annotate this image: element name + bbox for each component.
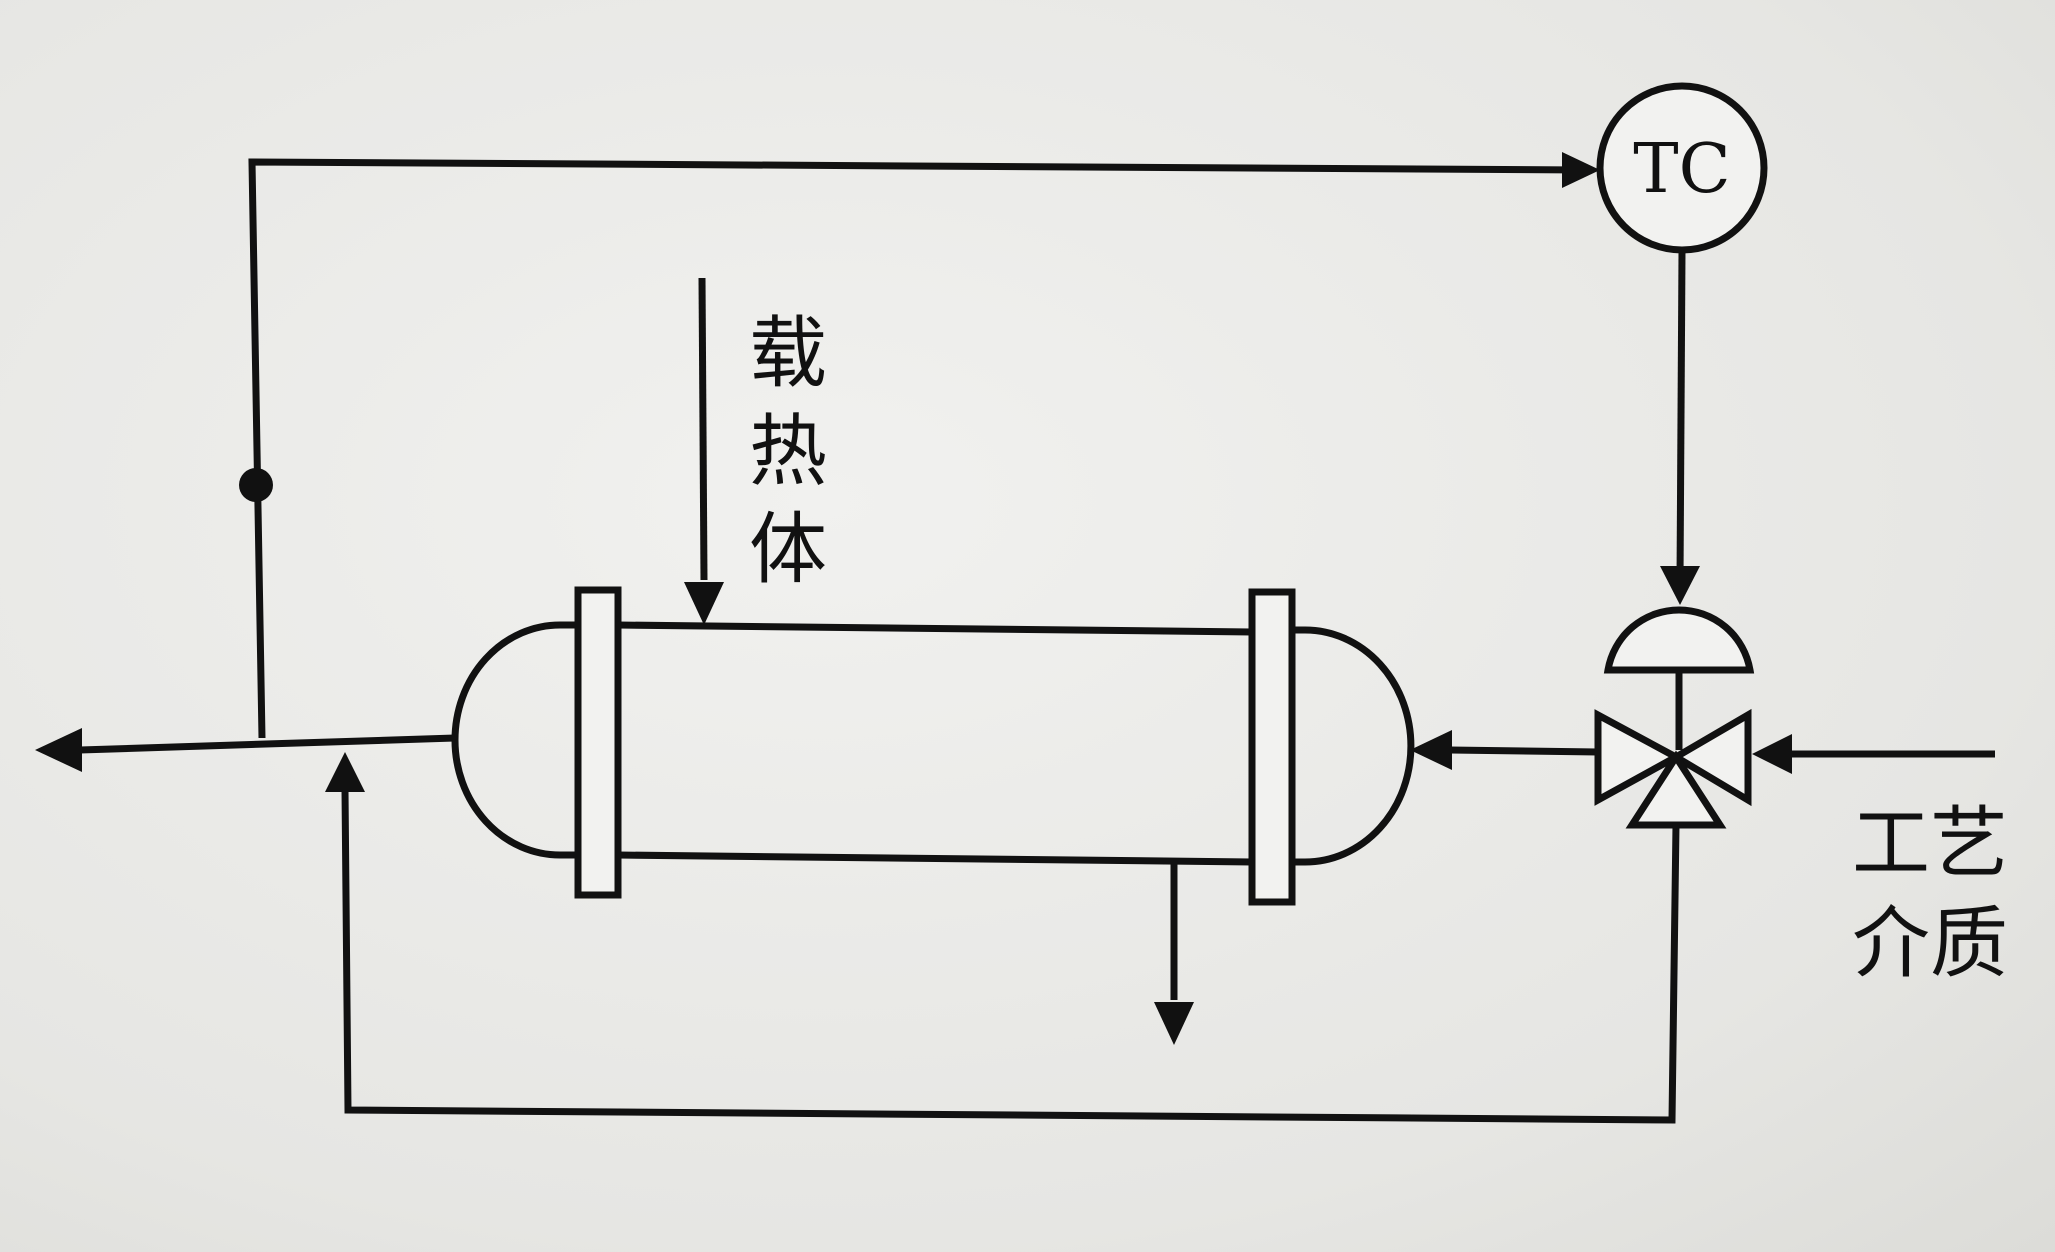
exchanger-left-flange [578,590,618,895]
valve-to-exchanger-arrow [1410,730,1452,770]
bypass-arrow [325,752,365,792]
exchanger-right-flange [1252,592,1292,902]
exchanger-right-head [1292,630,1411,862]
heating-medium-label-3: 体 [749,505,827,595]
bypass-line [345,790,1676,1120]
exchanger-left-head [455,625,578,855]
heating-medium-label-2: 热 [749,407,827,497]
heating-medium-inlet-line [702,278,704,580]
valve-to-exchanger-line [1450,750,1598,752]
measurement-signal-arrow [1562,152,1600,188]
measurement-signal-line [252,162,1585,738]
controller-output-arrow [1660,566,1700,605]
heating-medium-label-1: 载 [749,309,827,399]
temperature-sensor-point [239,468,273,502]
process-inlet-arrow [1752,734,1792,774]
heating-medium-outlet-arrow [1154,1002,1194,1045]
process-outlet-line [80,738,455,750]
process-medium-label-1: 工艺 [1852,799,2008,889]
heating-medium-inlet-arrow [684,582,724,625]
valve-actuator [1608,610,1750,670]
controller-output-line [1680,252,1682,580]
process-outlet-arrow [35,728,82,772]
exchanger-shell-top [618,625,1252,632]
process-medium-label-2: 介质 [1852,899,2008,989]
controller-label: TC [1633,130,1730,209]
exchanger-shell-bottom [618,855,1252,862]
